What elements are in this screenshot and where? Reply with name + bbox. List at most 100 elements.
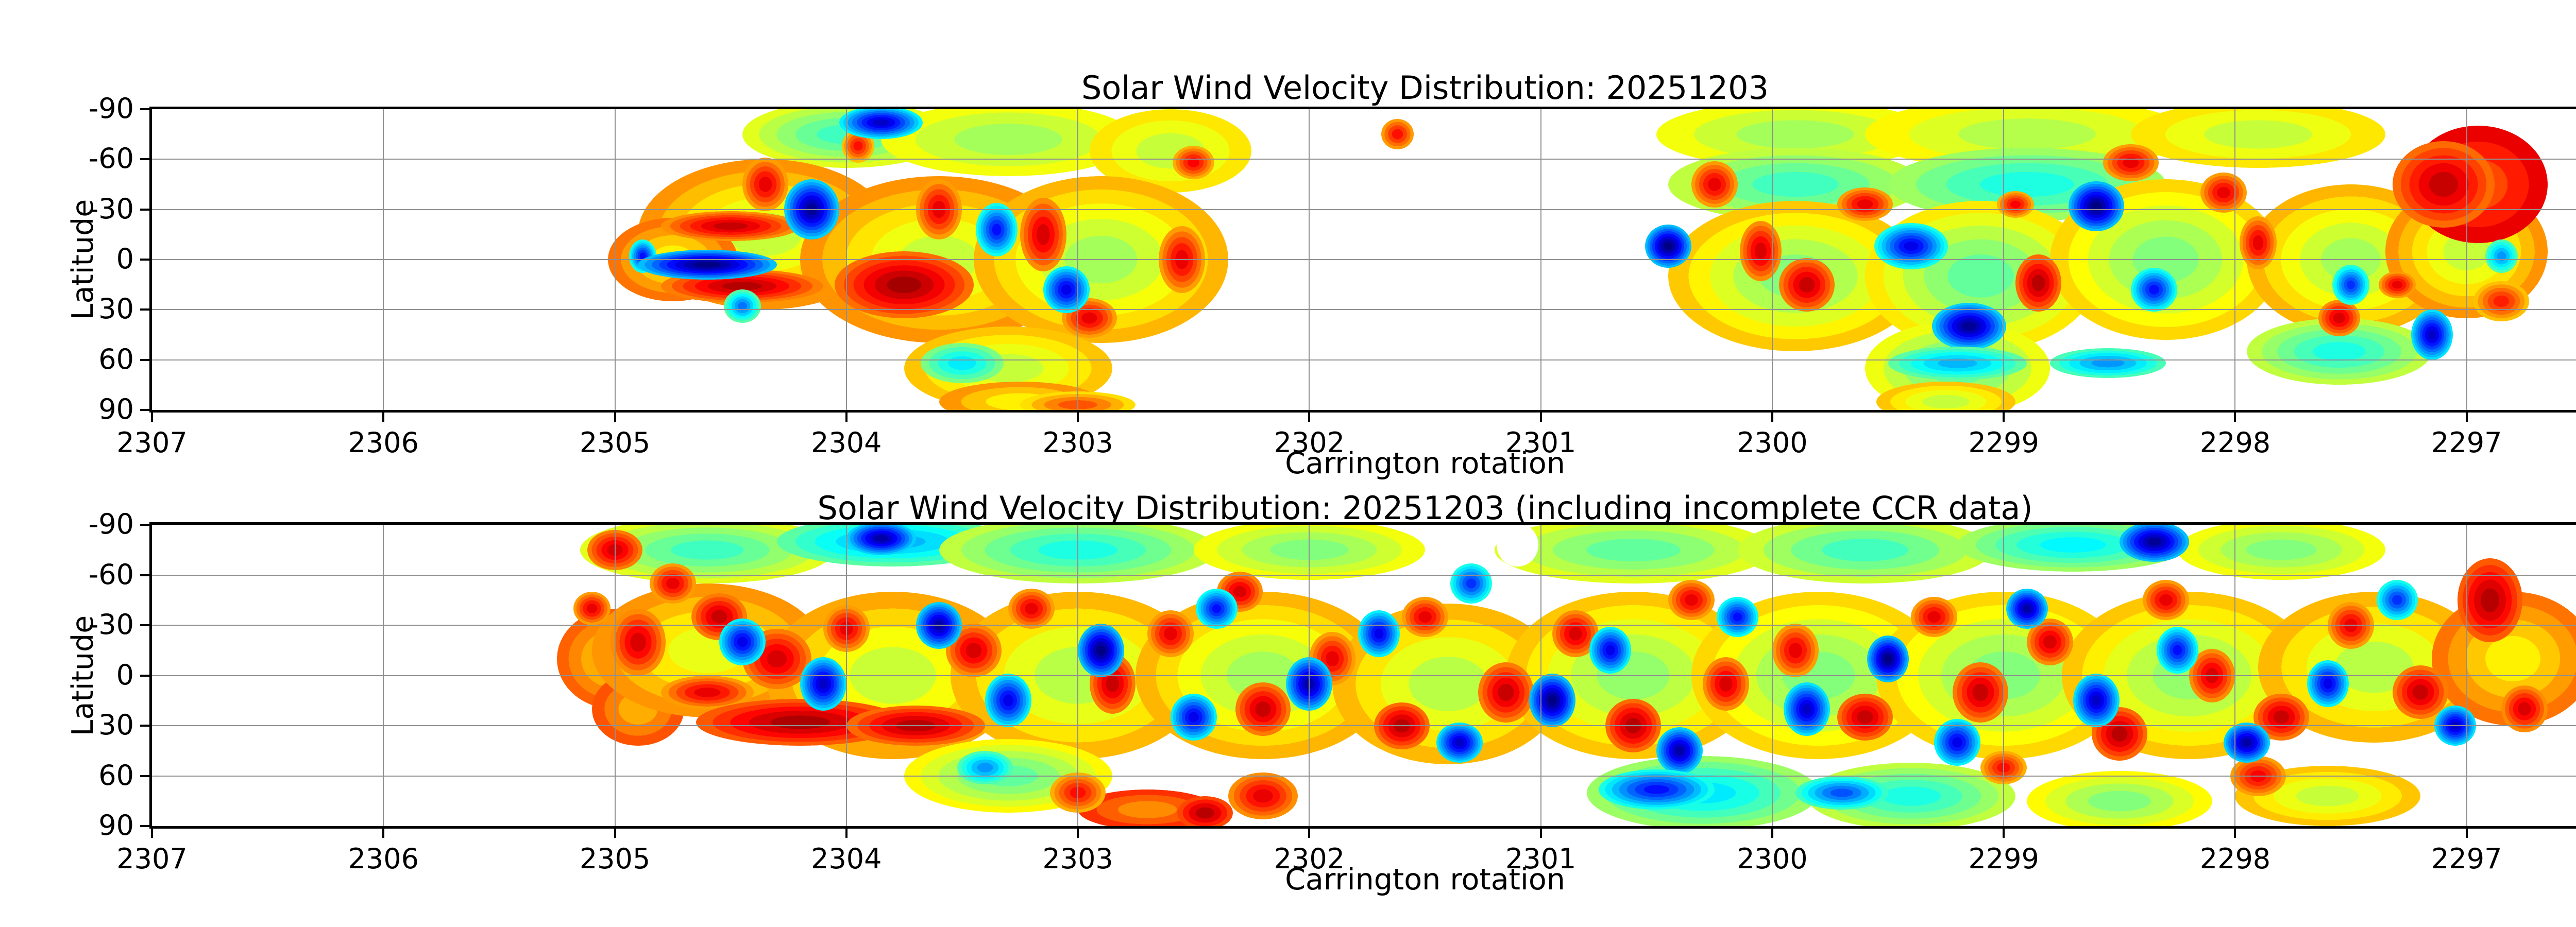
velocity-contour-blob [1779,258,1835,312]
velocity-contour-blob [2501,685,2548,732]
velocity-contour-blob [742,158,789,211]
velocity-contour-blob [1529,674,1576,728]
y-tick-label: -60 [88,142,134,175]
velocity-contour-blob [2131,268,2178,312]
x-tick-label: 2307 [116,426,188,459]
y-tick [140,524,149,526]
velocity-contour-blob [2119,525,2189,562]
x-tick-label: 2300 [1737,843,1808,875]
x-tick [151,829,153,838]
velocity-contour-blob [1147,610,1194,657]
velocity-contour-blob [1381,119,1414,149]
velocity-contour-blob [1953,662,2009,723]
y-gridline [152,209,2576,210]
x-tick [1539,413,1542,422]
velocity-contour-blob [2457,558,2522,642]
velocity-contour-blob [2006,588,2048,629]
y-gridline [152,675,2576,676]
x-tick [845,829,848,838]
x-tick [2003,829,2005,838]
y-tick [140,725,149,727]
x-tick-label: 2307 [116,843,188,875]
x-tick [845,413,848,422]
x-tick-label: 2298 [2199,426,2271,459]
velocity-contour-blob [2073,674,2120,728]
x-tick-label: 2297 [2431,843,2502,875]
x-tick-label: 2300 [1737,426,1808,459]
velocity-contour-blob [1867,635,1909,682]
y-tick [140,108,149,110]
velocity-contour-blob [2473,281,2530,322]
y-gridline [152,309,2576,311]
y-tick-label: -90 [88,508,134,540]
velocity-contour-blob [1358,610,1400,657]
velocity-contour-blob [2103,144,2159,181]
x-tick [1771,413,1773,422]
velocity-contour-blob [1691,161,1738,208]
velocity-contour-blob [920,343,1004,384]
velocity-contour-blob [573,592,611,625]
velocity-contour-blob [1668,580,1715,621]
y-tick [140,674,149,677]
x-tick [1308,829,1311,838]
x-tick [1308,413,1311,422]
panel-top-xlabel: Carrington rotation [1285,447,1565,480]
velocity-contour-blob [2376,580,2418,621]
x-tick-label: 2299 [1968,843,2039,875]
velocity-contour-blob [1931,303,2006,350]
velocity-contour-blob [1020,197,1066,271]
velocity-contour-blob [1795,776,1888,810]
velocity-contour-blob [2240,216,2277,270]
velocity-contour-blob [1876,381,2015,410]
x-tick [382,413,385,422]
y-tick [140,358,149,361]
velocity-contour-blob [1784,682,1831,736]
velocity-contour-blob [1589,627,1631,674]
x-tick [1077,829,1079,838]
velocity-contour-blob [2177,525,2386,580]
x-tick-label: 2302 [1274,843,1345,875]
y-tick-label: -30 [88,608,134,641]
velocity-contour-blob [2411,310,2453,360]
y-tick-label: 30 [98,293,134,325]
no-data-gap [1371,787,1502,826]
y-tick-label: -60 [88,558,134,591]
velocity-contour-blob [2200,173,2247,213]
velocity-contour-blob [2223,722,2270,763]
velocity-contour-blob [723,289,761,323]
velocity-contour-blob [1837,187,1893,221]
y-gridline [152,159,2576,160]
y-tick [140,574,149,576]
velocity-contour-blob [976,202,1018,256]
y-gridline [152,574,2576,576]
no-data-gap [1497,525,1539,567]
velocity-contour-blob [1235,682,1291,736]
y-tick-label: -30 [88,192,134,225]
x-tick-label: 2302 [1274,426,1345,459]
velocity-contour-blob [2307,660,2349,708]
x-tick [614,413,616,422]
y-gridline [152,725,2576,726]
y-tick-label: 90 [98,393,134,425]
no-data-gap [2432,525,2479,554]
velocity-contour-blob [1837,694,1893,741]
velocity-contour-blob [1703,657,1749,711]
x-tick [382,829,385,838]
y-gridline [152,625,2576,626]
y-gridline [152,359,2576,360]
velocity-contour-blob [1228,772,1298,819]
y-tick [140,775,149,777]
velocity-contour-blob [1874,222,1948,270]
velocity-contour-blob [1934,719,1981,766]
y-tick-label: 30 [98,709,134,741]
x-tick [1771,829,1773,838]
panel-top-title: Solar Wind Velocity Distribution: 202512… [1081,69,1769,107]
velocity-contour-blob [719,619,766,665]
x-tick [2234,413,2236,422]
y-tick-label: 60 [98,342,134,375]
y-tick [140,308,149,311]
velocity-contour-blob [1196,588,1238,629]
velocity-contour-blob [1402,596,1448,637]
y-tick [140,208,149,211]
